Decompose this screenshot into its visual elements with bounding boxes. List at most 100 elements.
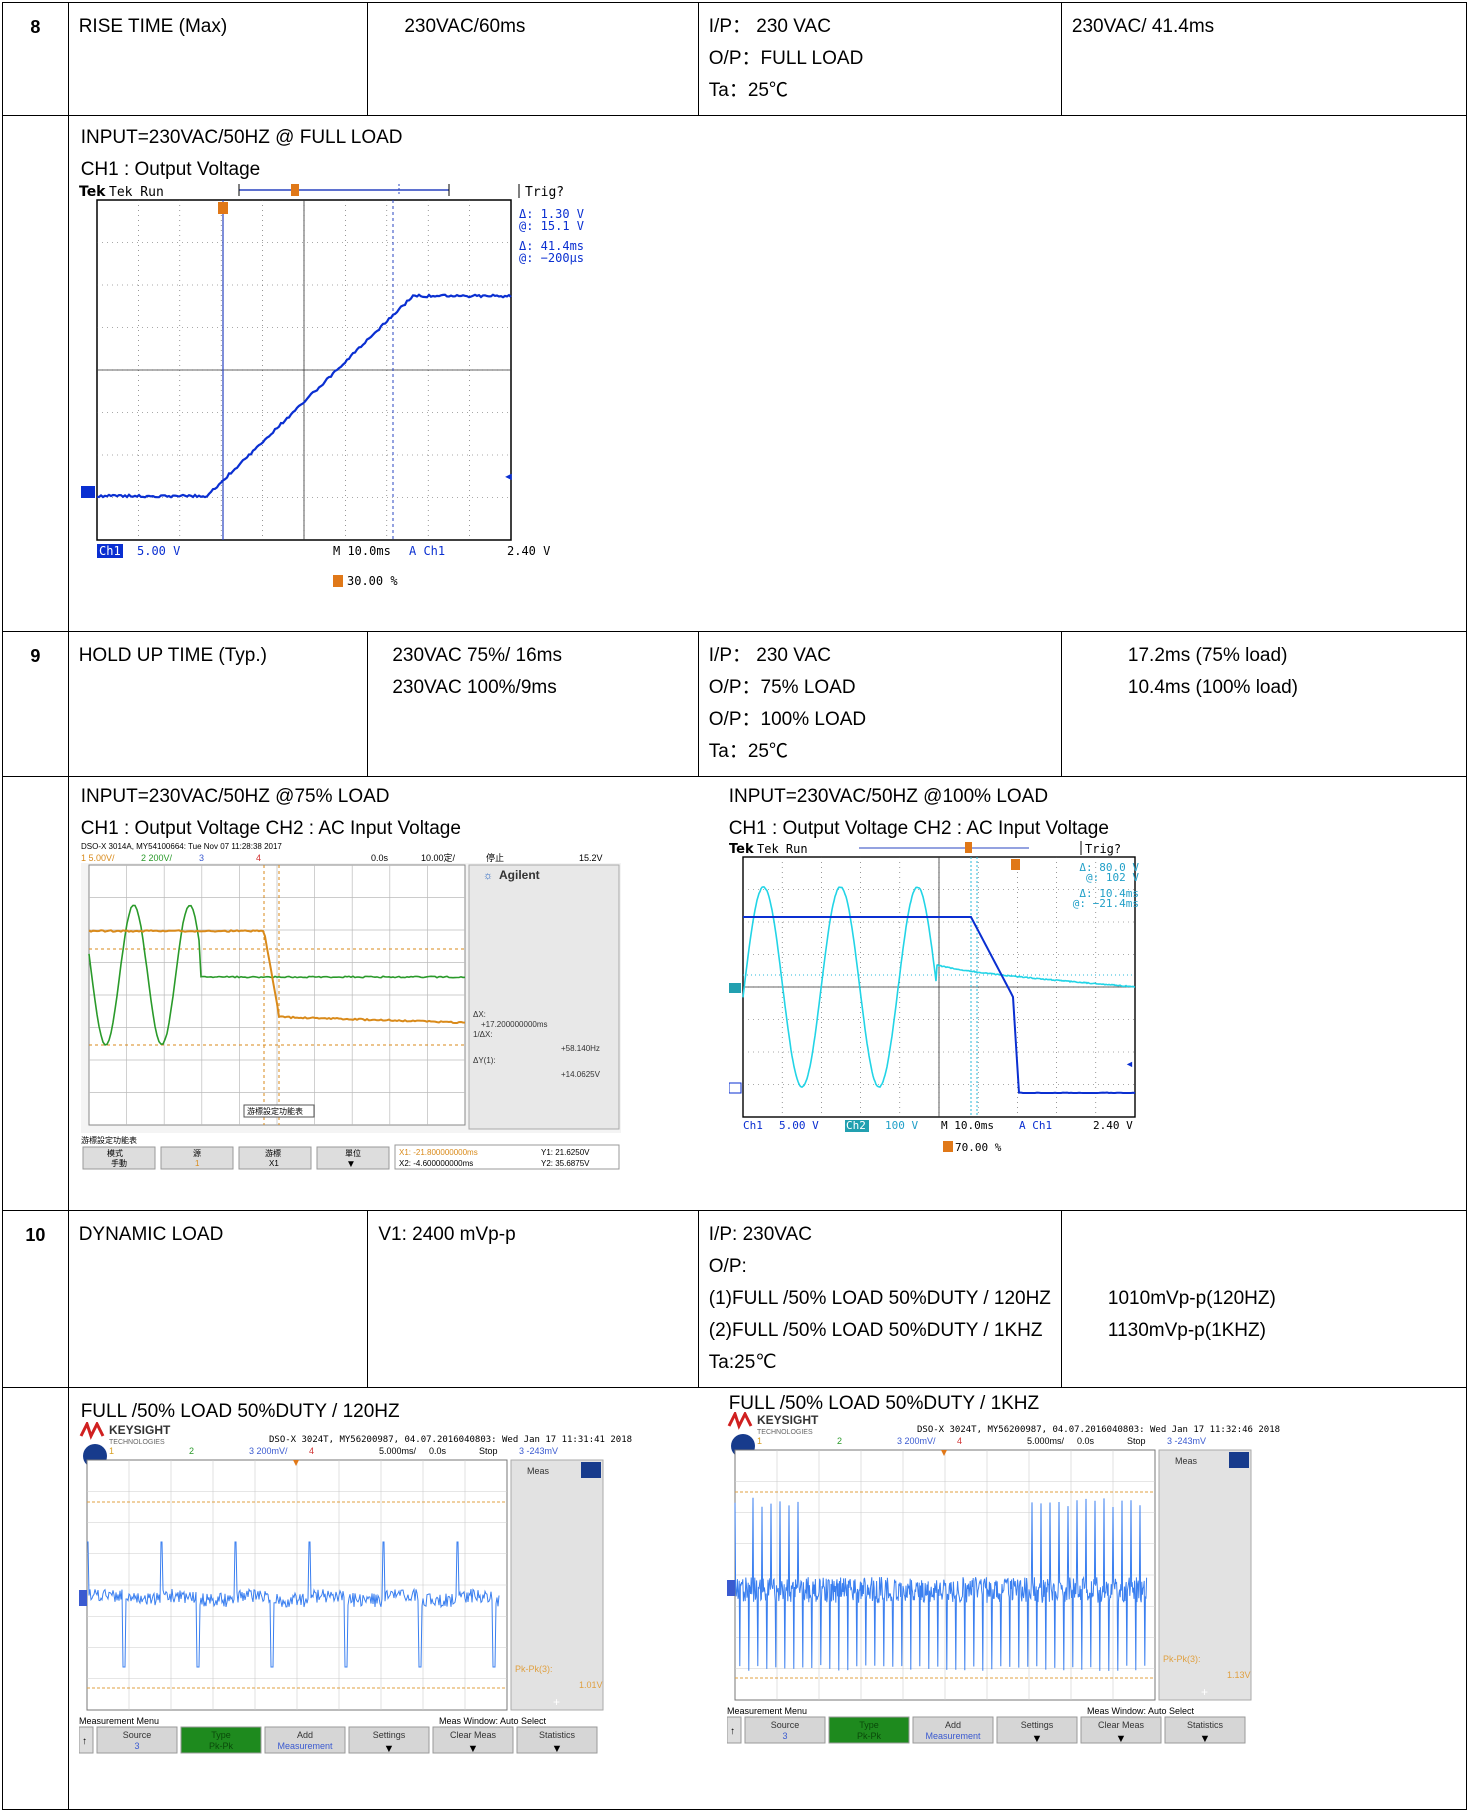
result-line: 1130mVp-p(1KHZ) [1108, 1315, 1456, 1347]
ch3-marker-icon [727, 1580, 735, 1596]
item-name: HOLD UP TIME (Typ.) [68, 632, 368, 777]
svg-text:停止: 停止 [486, 852, 504, 863]
condition-line: O/P：75% LOAD [709, 672, 1051, 704]
row-8: 8 RISE TIME (Max) 230VAC/60ms I/P： 230 V… [3, 3, 1467, 116]
svg-text:M 10.0ms: M 10.0ms [941, 1119, 994, 1132]
result-line: 1010mVp-p(120HZ) [1108, 1283, 1456, 1315]
item-number: 8 [3, 3, 69, 116]
svg-text:5.00 V: 5.00 V [779, 1119, 819, 1132]
scope-status-field: 1 [109, 1446, 114, 1456]
row-10: 10 DYNAMIC LOAD V1: 2400 mVp-p I/P: 230V… [3, 1211, 1467, 1388]
waveform-caption: INPUT=230VAC/50HZ @100% LOAD CH1 : Outpu… [729, 781, 1109, 845]
condition-line: (2)FULL /50% LOAD 50%DUTY / 1KHZ [709, 1315, 1051, 1347]
item-spec: 230VAC 75%/ 16ms 230VAC 100%/9ms [368, 632, 698, 777]
condition-line: O/P：FULL LOAD [709, 43, 1051, 75]
brand-logo: Agilent [499, 868, 540, 882]
scope-status-field: 3 -243mV [519, 1446, 558, 1456]
svg-text:◄: ◄ [1125, 1059, 1134, 1069]
ch3-marker-icon [79, 1590, 87, 1606]
spec-line: 230VAC 75%/ 16ms [392, 640, 687, 672]
menu-title: 游標設定功能表 [81, 1135, 137, 1145]
back-arrow-icon: ↑ [82, 1736, 87, 1747]
svg-text:源: 源 [193, 1149, 201, 1158]
svg-text:2 200V/: 2 200V/ [141, 853, 173, 863]
svg-text:游標: 游標 [265, 1148, 281, 1158]
scope-status: Tek Run [109, 185, 164, 200]
result-line: 230VAC/ 41.4ms [1072, 11, 1456, 43]
brand-logo: KEYSIGHT [757, 1413, 819, 1427]
scope-status-field: 4 [957, 1436, 962, 1446]
cursor-readout: @: 15.1 V [519, 219, 584, 233]
cursor-readout: @: −200μs [519, 251, 584, 265]
svg-text:+58.140Hz: +58.140Hz [561, 1044, 600, 1053]
svg-text:Tek: Tek [79, 184, 106, 200]
down-arrow-icon: ▼ [1031, 1733, 1042, 1745]
svg-text:◄: ◄ [503, 471, 514, 483]
svg-text:100 V: 100 V [885, 1119, 918, 1132]
scope-header: DSO-X 3024T, MY56200987, 04.07.201604080… [917, 1425, 1280, 1435]
condition-line: I/P: 230VAC [709, 1219, 1051, 1251]
menu-title: Measurement Menu [79, 1716, 159, 1726]
rise-time-scope: Tek Tek Run Trig? ◄ [79, 180, 599, 620]
dynamic-120hz-scope: KEYSIGHT TECHNOLOGIES DSO-X 3024T, MY56200… [79, 1422, 679, 1802]
meas-window-label: Meas Window: Auto Select [1087, 1706, 1195, 1716]
scope-status-field: 5.000ms/ [1027, 1436, 1065, 1446]
svg-text:4: 4 [256, 853, 261, 863]
item-spec: V1: 2400 mVp-p [368, 1211, 698, 1388]
meas-panel-button[interactable] [1229, 1452, 1249, 1468]
svg-text:單位: 單位 [345, 1148, 361, 1158]
row-8-waveform: INPUT=230VAC/50HZ @ FULL LOAD CH1 : Outp… [3, 116, 1467, 632]
ch1-marker-icon [729, 1083, 741, 1093]
scope-status: Tek Run [757, 842, 808, 856]
scope-status-field: 1 [757, 1436, 762, 1446]
channel-label: Ch2 [846, 1119, 866, 1132]
item-number: 10 [3, 1211, 69, 1388]
result-line: 10.4ms (100% load) [1128, 672, 1456, 704]
svg-text:+14.0625V: +14.0625V [561, 1070, 601, 1079]
holdup-100-scope: Tek Tek Run Trig? [729, 841, 1159, 1181]
brand-subtitle: TECHNOLOGIES [109, 1439, 165, 1446]
waveform-caption: INPUT=230VAC/50HZ @ FULL LOAD CH1 : Outp… [81, 122, 403, 186]
brand-logo: KEYSIGHT [109, 1423, 171, 1437]
keysight-logo-icon [729, 1414, 751, 1426]
svg-text:A Ch1: A Ch1 [1019, 1119, 1052, 1132]
holdup-75-scope: DSO-X 3014A, MY54100664: Tue Nov 07 11:2… [81, 841, 621, 1181]
dynamic-1khz-scope: KEYSIGHT TECHNOLOGIES DSO-X 3024T, MY56200… [727, 1412, 1327, 1792]
item-name: DYNAMIC LOAD [68, 1211, 368, 1388]
spec-line: 230VAC/60ms [404, 11, 687, 43]
condition-line: O/P: [709, 1251, 1051, 1283]
scope-status-field: Stop [1127, 1436, 1146, 1446]
item-result: 1010mVp-p(120HZ) 1130mVp-p(1KHZ) [1061, 1211, 1466, 1388]
waveform-cell: INPUT=230VAC/50HZ @75% LOAD CH1 : Output… [68, 777, 1466, 1211]
item-result: 17.2ms (75% load) 10.4ms (100% load) [1061, 632, 1466, 777]
condition-line: I/P： 230 VAC [709, 640, 1051, 672]
svg-text:X2: -4.600000000ms: X2: -4.600000000ms [399, 1159, 473, 1168]
softkey-label: Source [770, 1720, 799, 1730]
softkey-label: Statistics [539, 1730, 576, 1740]
condition-line: Ta:25℃ [709, 1347, 1051, 1379]
overlay-label: 游標設定功能表 [247, 1106, 303, 1116]
horizontal-position: 30.00 % [347, 574, 398, 588]
trigger-status: Trig? [1085, 842, 1121, 856]
cursor-readout: @: 102 V [1086, 871, 1139, 884]
row-9: 9 HOLD UP TIME (Typ.) 230VAC 75%/ 16ms 2… [3, 632, 1467, 777]
meas-panel-button[interactable] [581, 1462, 601, 1478]
scope-header: DSO-X 3024T, MY56200987, 04.07.201604080… [269, 1435, 632, 1445]
softkey-label: Type [859, 1720, 879, 1730]
down-arrow-icon: ▼ [383, 1743, 394, 1755]
cursor-readout: @: −21.4ms [1072, 897, 1138, 910]
svg-text:Tek: Tek [729, 842, 754, 857]
add-icon: + [1201, 1685, 1208, 1699]
condition-line: O/P：100% LOAD [709, 704, 1051, 736]
softkey-label: Type [211, 1730, 231, 1740]
menu-title: Measurement Menu [727, 1706, 807, 1716]
back-arrow-icon: ↑ [730, 1726, 735, 1737]
condition-line: Ta：25℃ [709, 75, 1051, 107]
softkey-value: Measurement [925, 1731, 981, 1741]
softkey-label: Settings [1020, 1720, 1053, 1730]
add-icon: + [553, 1695, 560, 1709]
svg-text:10.00定/: 10.00定/ [421, 852, 456, 863]
down-arrow-icon: ▼ [346, 1159, 356, 1170]
trigger-channel: A Ch1 [409, 544, 445, 558]
